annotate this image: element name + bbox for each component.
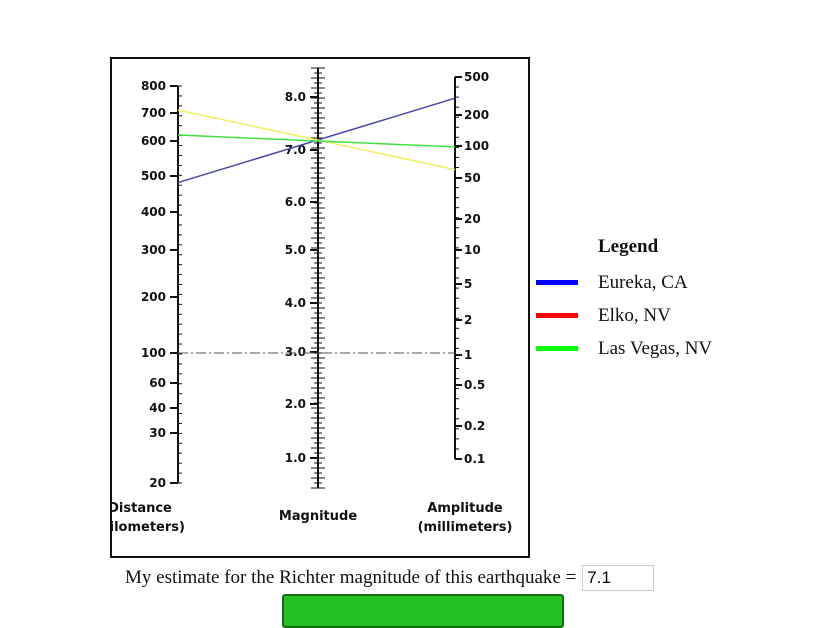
- amplitude-tick-label: 100: [464, 139, 489, 153]
- legend-swatch: [536, 346, 578, 351]
- estimate-label: My estimate for the Richter magnitude of…: [125, 567, 577, 588]
- distance-axis-label: Distance: [112, 501, 172, 516]
- amplitude-tick-label: 0.5: [464, 378, 485, 392]
- distance-tick-label: 40: [149, 401, 166, 415]
- legend-title: Legend: [598, 236, 659, 257]
- magnitude-tick-label: 3.0: [285, 345, 306, 359]
- magnitude-tick-label: 2.0: [285, 397, 306, 411]
- magnitude-tick-label: 5.0: [285, 243, 306, 257]
- distance-tick-label: 400: [141, 205, 166, 219]
- distance-tick-label: 30: [149, 426, 166, 440]
- distance-tick-label: 800: [141, 79, 166, 93]
- magnitude-estimate-input[interactable]: [582, 565, 655, 591]
- magnitude-tick-label: 6.0: [285, 195, 306, 209]
- distance-tick-label: 500: [141, 169, 166, 183]
- amplitude-tick-label: 2: [464, 313, 472, 327]
- magnitude-tick-label: 7.0: [285, 143, 306, 157]
- amplitude-tick-label: 50: [464, 171, 481, 185]
- legend-item-eureka: Eureka, CA: [536, 266, 712, 299]
- legend-swatch: [536, 313, 578, 318]
- amplitude-tick-label: 200: [464, 108, 489, 122]
- magnitude-tick-label: 4.0: [285, 296, 306, 310]
- amplitude-tick-label: 500: [464, 70, 489, 84]
- amplitude-tick-label: 5: [464, 277, 472, 291]
- legend-item-las-vegas: Las Vegas, NV: [536, 332, 712, 365]
- amplitude-tick-label: 1: [464, 348, 472, 362]
- distance-tick-label: 60: [149, 376, 166, 390]
- amplitude-tick-label: 0.1: [464, 452, 485, 466]
- submit-button[interactable]: [282, 594, 564, 628]
- legend-label: Eureka, CA: [598, 271, 688, 293]
- amplitude-axis-label: (millimeters): [418, 520, 513, 535]
- distance-axis-label: (kilometers): [112, 520, 185, 535]
- magnitude-tick-label: 1.0: [285, 451, 306, 465]
- amplitude-axis-label: Amplitude: [427, 501, 503, 516]
- amplitude-tick-label: 10: [464, 243, 481, 257]
- nomogram-frame: 800 700 600 500 400 300 200 100 60 40 30 20 Distance…: [110, 57, 530, 558]
- amplitude-tick-label: 20: [464, 212, 481, 226]
- distance-tick-label: 100: [141, 346, 166, 360]
- distance-tick-label: 300: [141, 243, 166, 257]
- station-line: [177, 134, 456, 148]
- estimate-row: My estimate for the Richter magnitude of…: [125, 565, 655, 591]
- legend-label: Elko, NV: [598, 304, 671, 326]
- amplitude-tick-label: 0.2: [464, 419, 485, 433]
- legend-label: Las Vegas, NV: [598, 337, 713, 359]
- magnitude-axis-label: Magnitude: [279, 509, 358, 524]
- magnitude-tick-label: 8.0: [285, 90, 306, 104]
- legend-item-elko: Elko, NV: [536, 299, 712, 332]
- nomogram: 800 700 600 500 400 300 200 100 60 40 30 20 Distance…: [112, 67, 513, 535]
- distance-tick-label: 20: [149, 476, 166, 490]
- distance-tick-label: 600: [141, 134, 166, 148]
- distance-tick-label: 700: [141, 106, 166, 120]
- legend: Legend Eureka, CA Elko, NV Las Vegas, NV: [536, 236, 712, 365]
- station-line: [177, 109, 456, 171]
- distance-tick-label: 200: [141, 290, 166, 304]
- legend-swatch: [536, 280, 578, 285]
